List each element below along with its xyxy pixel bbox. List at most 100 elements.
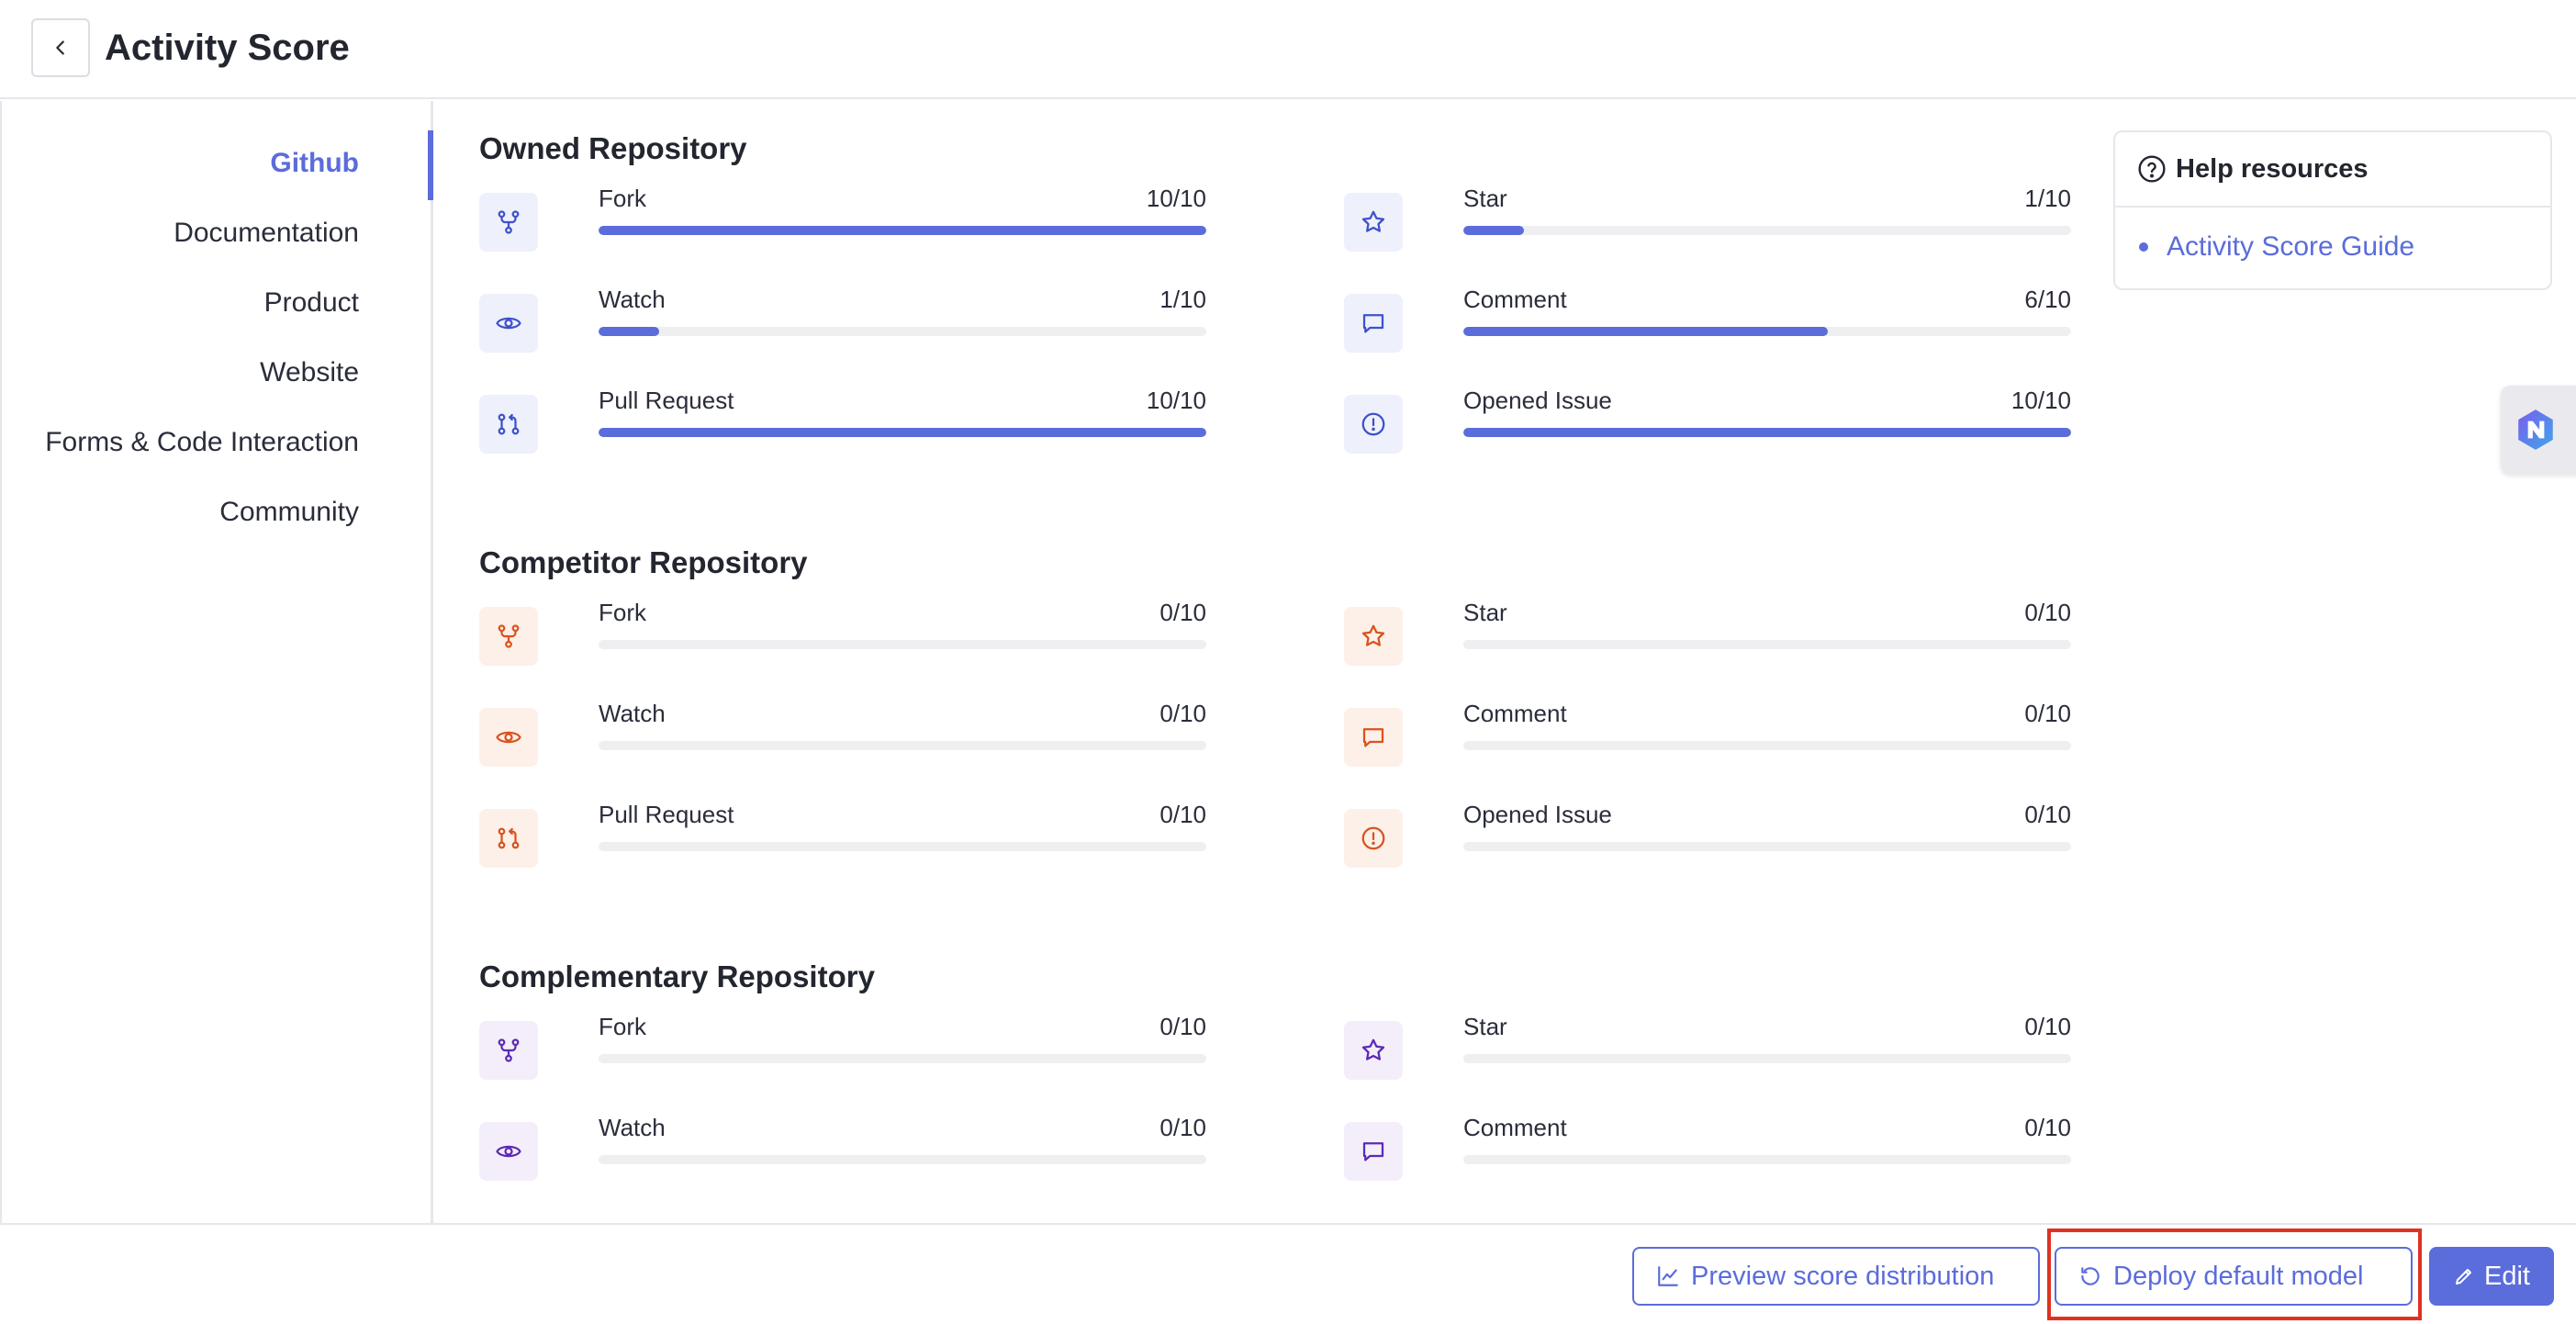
metric-watch: Watch 0/10 (479, 1111, 1214, 1184)
metric-icon-box (479, 395, 538, 454)
back-button[interactable] (31, 18, 90, 77)
metric-pull-request: Pull Request 0/10 (479, 798, 1214, 871)
score-sections: Owned Repository Fork 10/10 Star 1/10 Watch 1/… (435, 101, 2088, 1223)
metric-score: 0/10 (2024, 599, 2071, 626)
metric-label: Star (1463, 599, 1507, 626)
metric-score: 0/10 (1159, 1013, 1206, 1040)
help-card-title: Help resources (2176, 153, 2369, 184)
pull-request-icon (498, 413, 520, 435)
metric-label: Comment (1463, 1114, 1567, 1141)
sidebar-item-forms-code-interaction[interactable]: Forms & Code Interaction (45, 427, 359, 457)
metric-icon-box (479, 1021, 538, 1080)
score-progress-bar (1463, 1155, 2071, 1164)
section-title: Complementary Repository (479, 959, 875, 993)
sidebar-item-documentation[interactable]: Documentation (174, 218, 359, 248)
metric-score: 0/10 (2024, 801, 2071, 828)
metric-score: 0/10 (2024, 1114, 2071, 1141)
metric-label: Star (1463, 185, 1507, 212)
assistant-widget-button[interactable] (2501, 386, 2576, 474)
metric-icon-box (1344, 809, 1403, 868)
top-bar: Activity Score (0, 0, 2576, 99)
metric-icon-box (479, 1122, 538, 1181)
comment-icon (1362, 314, 1384, 333)
score-progress-bar (1463, 640, 2071, 649)
score-progress-bar (1463, 226, 2071, 235)
metric-icon-box (1344, 395, 1403, 454)
metric-label: Fork (599, 185, 646, 212)
sidebar-item-website[interactable]: Website (260, 357, 359, 387)
star-icon (1361, 624, 1385, 646)
category-sidebar: Github Documentation Product Website For… (0, 101, 433, 1223)
help-link-item: Activity Score Guide (2115, 208, 2550, 286)
metric-score: 1/10 (2024, 185, 2071, 212)
help-resources-card: Help resources Activity Score Guide (2113, 130, 2552, 290)
score-progress-bar (1463, 428, 2071, 437)
score-progress-bar (599, 1155, 1206, 1164)
active-tab-indicator (428, 130, 433, 200)
eye-icon (496, 1145, 521, 1158)
metric-star: Star 0/10 (1344, 1010, 2078, 1083)
bullet-icon (2139, 242, 2148, 252)
metric-label: Star (1463, 1013, 1507, 1040)
metric-score: 0/10 (1159, 599, 1206, 626)
score-progress-bar (1463, 842, 2071, 851)
metric-pull-request: Pull Request 10/10 (479, 384, 1214, 457)
score-progress-fill (1463, 428, 2071, 437)
comment-icon (1362, 728, 1384, 747)
score-progress-bar (599, 428, 1206, 437)
metric-watch: Watch 0/10 (479, 697, 1214, 770)
score-progress-bar (599, 327, 1206, 336)
sidebar-item-product[interactable]: Product (263, 287, 359, 318)
edit-button[interactable]: Edit (2429, 1247, 2554, 1306)
metric-label: Fork (599, 599, 646, 626)
sidebar-item-github[interactable]: Github (270, 148, 359, 178)
metric-comment: Comment 6/10 (1344, 283, 2078, 356)
section-title: Owned Repository (479, 131, 747, 165)
metric-comment: Comment 0/10 (1344, 697, 2078, 770)
metric-score: 0/10 (2024, 1013, 2071, 1040)
metric-label: Watch (599, 286, 666, 313)
metric-icon-box (1344, 1021, 1403, 1080)
metric-score: 0/10 (1159, 801, 1206, 828)
fork-icon (498, 210, 520, 234)
score-progress-fill (599, 428, 1206, 437)
metric-label: Comment (1463, 700, 1567, 727)
score-progress-fill (1463, 327, 1829, 336)
metric-comment: Comment 0/10 (1344, 1111, 2078, 1184)
metric-star: Star 0/10 (1344, 596, 2078, 669)
metric-icon-box (479, 809, 538, 868)
metric-score: 10/10 (2010, 387, 2071, 414)
line-chart-icon (1658, 1266, 1678, 1286)
sidebar-item-community[interactable]: Community (219, 497, 359, 527)
activity-score-guide-link[interactable]: Activity Score Guide (2167, 231, 2415, 262)
metric-score: 0/10 (1159, 1114, 1206, 1141)
score-progress-bar (1463, 327, 2071, 336)
metric-score: 0/10 (2024, 700, 2071, 727)
hexagon-logo-icon (2518, 410, 2553, 450)
eye-icon (496, 317, 521, 330)
comment-icon (1362, 1142, 1384, 1161)
star-icon (1361, 1038, 1385, 1060)
star-icon (1361, 210, 1385, 232)
help-card-header: Help resources (2115, 132, 2550, 208)
chevron-left-icon (56, 40, 64, 55)
metric-label: Comment (1463, 286, 1567, 313)
question-circle-icon (2138, 155, 2166, 183)
deploy-default-model-button[interactable]: Deploy default model (2055, 1247, 2413, 1306)
metric-icon-box (1344, 294, 1403, 353)
metric-icon-box (479, 607, 538, 666)
metric-label: Pull Request (599, 387, 734, 414)
metric-label: Opened Issue (1463, 801, 1612, 828)
metric-fork: Fork 0/10 (479, 596, 1214, 669)
reset-icon (2081, 1267, 2100, 1285)
metric-label: Fork (599, 1013, 646, 1040)
metric-icon-box (479, 294, 538, 353)
deploy-default-model-label: Deploy default model (2113, 1261, 2364, 1291)
preview-score-distribution-button[interactable]: Preview score distribution (1632, 1247, 2040, 1306)
metric-watch: Watch 1/10 (479, 283, 1214, 356)
metric-score: 0/10 (1159, 700, 1206, 727)
metric-score: 10/10 (1146, 387, 1206, 414)
score-progress-fill (599, 226, 1206, 235)
issue-icon (1361, 412, 1385, 436)
metric-opened-issue: Opened Issue 10/10 (1344, 384, 2078, 457)
